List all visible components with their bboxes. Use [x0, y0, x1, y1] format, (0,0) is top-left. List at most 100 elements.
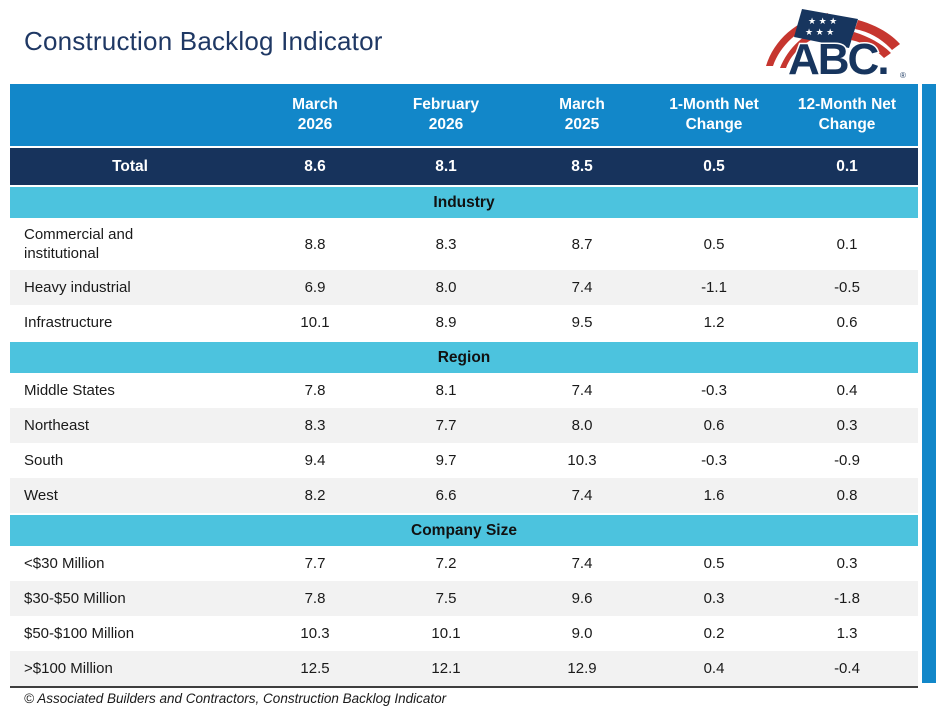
star-icon: ★ ★ ★: [808, 16, 837, 26]
cell: 7.2: [380, 546, 512, 581]
row-label: >$100 Million: [10, 651, 250, 687]
right-edge-strip: [922, 84, 936, 683]
cell: 9.0: [512, 616, 652, 651]
col-header-12-month-net-change: 12-Month Net Change: [776, 84, 918, 147]
cell: -0.4: [776, 651, 918, 687]
cell: 6.6: [380, 478, 512, 514]
table-row: Heavy industrial 6.9 8.0 7.4 -1.1 -0.5: [10, 270, 918, 305]
table-row: Commercial and institutional 8.8 8.3 8.7…: [10, 218, 918, 270]
cell: 8.5: [512, 146, 652, 186]
cell: 0.5: [652, 146, 776, 186]
table-row: Middle States 7.8 8.1 7.4 -0.3 0.4: [10, 373, 918, 408]
backlog-table: March 2026 February 2026 March 2025 1-Month…: [10, 84, 918, 688]
cell: -0.5: [776, 270, 918, 305]
cell: 8.0: [512, 408, 652, 443]
cell: -0.9: [776, 443, 918, 478]
cell: 9.7: [380, 443, 512, 478]
cell: 10.1: [250, 305, 380, 341]
row-label: <$30 Million: [10, 546, 250, 581]
cell: -0.3: [652, 373, 776, 408]
cell: 12.1: [380, 651, 512, 687]
table-row: South 9.4 9.7 10.3 -0.3 -0.9: [10, 443, 918, 478]
cell: 7.4: [512, 546, 652, 581]
cell: 8.8: [250, 218, 380, 270]
cell: 1.3: [776, 616, 918, 651]
cell: 0.6: [652, 408, 776, 443]
row-label: Infrastructure: [10, 305, 250, 341]
cell: 12.5: [250, 651, 380, 687]
abc-logo: ★ ★ ★ ★ ★ ★ ABC. ®: [758, 4, 910, 86]
cell: 8.9: [380, 305, 512, 341]
cell: -1.8: [776, 581, 918, 616]
section-header-company-size: Company Size: [10, 513, 918, 546]
total-row: Total 8.6 8.1 8.5 0.5 0.1: [10, 146, 918, 186]
section-title: Industry: [10, 185, 918, 218]
cell: 7.7: [250, 546, 380, 581]
row-label: Total: [10, 146, 250, 186]
cell: 0.3: [652, 581, 776, 616]
footer-caption: © Associated Builders and Contractors, C…: [24, 691, 447, 706]
section-title: Region: [10, 340, 918, 373]
cell: 9.4: [250, 443, 380, 478]
cell: 7.8: [250, 581, 380, 616]
abc-logo-text: ABC.: [788, 35, 888, 82]
cell: 0.2: [652, 616, 776, 651]
cell: 0.8: [776, 478, 918, 514]
col-header-february-2026: February 2026: [380, 84, 512, 147]
row-label: Middle States: [10, 373, 250, 408]
row-label: South: [10, 443, 250, 478]
corner-cell: [10, 84, 250, 147]
cell: 8.7: [512, 218, 652, 270]
cell: -1.1: [652, 270, 776, 305]
table-row: <$30 Million 7.7 7.2 7.4 0.5 0.3: [10, 546, 918, 581]
cell: 0.4: [652, 651, 776, 687]
cell: 0.4: [776, 373, 918, 408]
cell: 1.2: [652, 305, 776, 341]
row-label: Heavy industrial: [10, 270, 250, 305]
table-row: Northeast 8.3 7.7 8.0 0.6 0.3: [10, 408, 918, 443]
table-row: $50-$100 Million 10.3 10.1 9.0 0.2 1.3: [10, 616, 918, 651]
cell: -0.3: [652, 443, 776, 478]
cell: 0.5: [652, 218, 776, 270]
cell: 8.1: [380, 373, 512, 408]
row-label: $50-$100 Million: [10, 616, 250, 651]
col-header-march-2025: March 2025: [512, 84, 652, 147]
cell: 0.3: [776, 408, 918, 443]
cell: 7.4: [512, 270, 652, 305]
cell: 12.9: [512, 651, 652, 687]
cell: 8.0: [380, 270, 512, 305]
row-label: Northeast: [10, 408, 250, 443]
table-row: >$100 Million 12.5 12.1 12.9 0.4 -0.4: [10, 651, 918, 687]
cell: 8.2: [250, 478, 380, 514]
registered-trademark: ®: [900, 71, 906, 80]
cell: 8.3: [380, 218, 512, 270]
cell: 0.3: [776, 546, 918, 581]
cell: 0.1: [776, 146, 918, 186]
cell: 7.4: [512, 478, 652, 514]
cell: 6.9: [250, 270, 380, 305]
page-title: Construction Backlog Indicator: [24, 26, 383, 56]
col-header-march-2026: March 2026: [250, 84, 380, 147]
row-label: Commercial and institutional: [10, 218, 250, 270]
table-row: $30-$50 Million 7.8 7.5 9.6 0.3 -1.8: [10, 581, 918, 616]
cell: 0.5: [652, 546, 776, 581]
cell: 9.5: [512, 305, 652, 341]
cell: 7.8: [250, 373, 380, 408]
cell: 10.1: [380, 616, 512, 651]
cell: 8.3: [250, 408, 380, 443]
cell: 0.6: [776, 305, 918, 341]
cell: 7.5: [380, 581, 512, 616]
table-row: West 8.2 6.6 7.4 1.6 0.8: [10, 478, 918, 514]
table-row: Infrastructure 10.1 8.9 9.5 1.2 0.6: [10, 305, 918, 341]
section-title: Company Size: [10, 513, 918, 546]
cell: 0.1: [776, 218, 918, 270]
cell: 10.3: [512, 443, 652, 478]
section-header-industry: Industry: [10, 185, 918, 218]
cell: 7.7: [380, 408, 512, 443]
section-header-region: Region: [10, 340, 918, 373]
col-header-1-month-net-change: 1-Month Net Change: [652, 84, 776, 147]
row-label: $30-$50 Million: [10, 581, 250, 616]
cell: 1.6: [652, 478, 776, 514]
row-label: West: [10, 478, 250, 514]
